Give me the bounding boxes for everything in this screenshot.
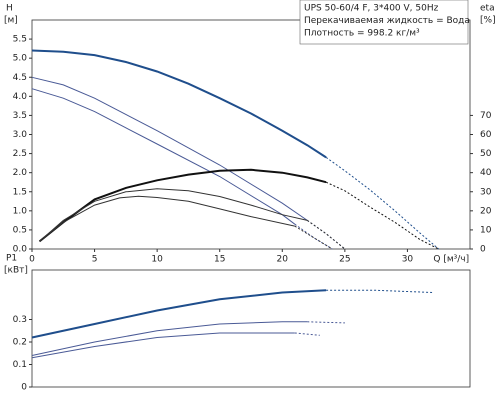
y2-tick-label: 50 [480, 149, 492, 159]
y-tick-label: 3.0 [13, 130, 28, 140]
y-tick-label: 4.5 [13, 73, 27, 83]
info-line: Плотность = 998.2 кг/м³ [304, 29, 420, 39]
y-tick-label: 0.3 [13, 315, 27, 325]
y2-tick-label: 70 [480, 111, 492, 121]
y-tick-label: 2.0 [13, 168, 28, 178]
info-box [299, 0, 469, 45]
plot-frame [31, 19, 471, 250]
y2-tick-label: 40 [480, 168, 492, 178]
y2-tick-label: 0 [480, 245, 486, 255]
x-tick-label: 25 [339, 255, 350, 265]
curve [31, 88, 296, 225]
y2-axis-title: eta [480, 4, 495, 14]
y-tick-label: 5.0 [13, 54, 28, 64]
y-tick-label: 1.5 [13, 187, 27, 197]
x-tick-label: 15 [214, 255, 225, 265]
x-tick-label: 30 [402, 255, 414, 265]
y-tick-label: 5.5 [13, 35, 27, 45]
curve [31, 321, 308, 356]
curve [325, 156, 440, 250]
y-tick-label: 0.5 [13, 225, 27, 235]
y-tick-label: 3.5 [13, 111, 27, 121]
y-tick-label: 0.2 [13, 338, 27, 348]
curve [31, 332, 295, 359]
y2-tick-label: 60 [480, 130, 492, 140]
y2-tick-label: 30 [480, 187, 492, 197]
x-tick-label: 10 [151, 255, 163, 265]
y-tick-label: 0 [21, 383, 27, 393]
curve [294, 332, 320, 336]
y-axis-unit: [кВт] [4, 266, 28, 276]
y-tick-label: 2.5 [13, 149, 27, 159]
curve [31, 289, 327, 339]
y-axis-title: P1 [6, 254, 17, 264]
curve [39, 188, 308, 242]
x-tick-label: 20 [277, 255, 289, 265]
y-tick-label: 0.0 [13, 245, 28, 255]
curve [325, 181, 439, 250]
curve [31, 49, 327, 159]
info-line: UPS 50-60/4 F, 3*400 V, 50Hz [304, 4, 439, 14]
y2-tick-label: 20 [480, 206, 492, 216]
info-line: Перекачиваемая жидкость = Вода [304, 16, 470, 26]
x-tick-label: 0 [29, 255, 35, 265]
y-axis-unit: [м] [4, 16, 18, 26]
curve [39, 195, 295, 242]
y-axis-title: H [6, 4, 13, 14]
y-tick-label: 1.0 [13, 206, 28, 216]
curve [294, 225, 333, 250]
y2-tick-label: 10 [480, 225, 492, 235]
curve [31, 76, 308, 221]
x-axis-title: Q [м³/ч] [433, 255, 469, 265]
curve [307, 321, 345, 324]
y2-axis-unit: [%] [480, 16, 496, 26]
plot-frame [31, 269, 471, 388]
x-tick-label: 5 [92, 255, 98, 265]
curve [38, 168, 327, 243]
y-tick-label: 4.0 [13, 92, 28, 102]
curve [326, 289, 433, 293]
y-tick-label: 0.1 [13, 360, 27, 370]
